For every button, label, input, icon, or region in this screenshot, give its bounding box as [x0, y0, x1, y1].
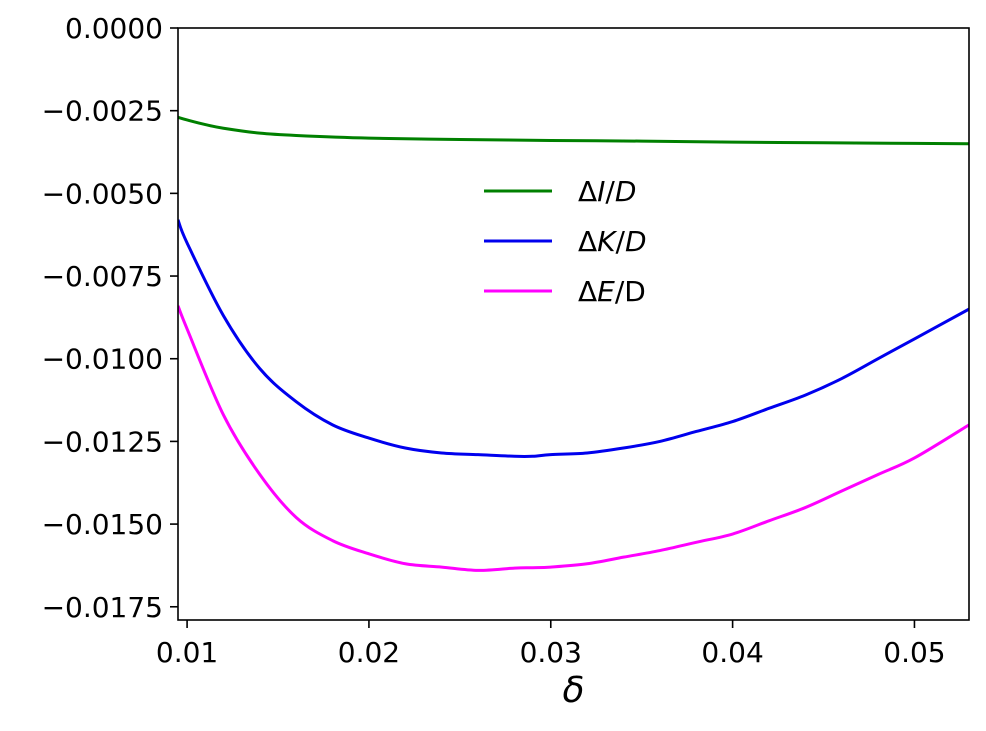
legend-label-0: ΔI/D: [578, 175, 636, 208]
series-line-0: [178, 115, 969, 146]
legend: ΔI/D ΔK/D ΔE/D: [484, 175, 647, 308]
x-tick-label: 0.01: [156, 636, 218, 669]
y-tick-label: −0.0150: [42, 508, 163, 541]
x-tick-label: 0.05: [883, 636, 945, 669]
y-tick-label: −0.0175: [42, 591, 163, 624]
y-tick-label: −0.0100: [42, 343, 163, 376]
y-tick-label: −0.0025: [42, 95, 163, 128]
x-ticks: 0.01 0.02 0.03 0.04 0.05: [156, 620, 946, 669]
y-tick-label: −0.0075: [42, 260, 163, 293]
x-tick-label: 0.03: [520, 636, 582, 669]
series-line-2: [178, 305, 969, 572]
x-axis-label: δ: [562, 670, 584, 711]
x-tick-label: 0.04: [701, 636, 763, 669]
series-line-1: [178, 219, 969, 458]
legend-label-2: ΔE/D: [578, 275, 646, 308]
legend-label-1: ΔK/D: [578, 225, 647, 258]
plot-frame: [177, 27, 970, 621]
y-ticks: 0.0000 −0.0025 −0.0050 −0.0075 −0.0100 −0.012…: [42, 12, 178, 624]
y-tick-label: −0.0050: [42, 177, 163, 210]
x-tick-label: 0.02: [338, 636, 400, 669]
series-layer: [178, 115, 969, 572]
y-tick-label: −0.0125: [42, 425, 163, 458]
y-tick-label: 0.0000: [65, 12, 163, 45]
